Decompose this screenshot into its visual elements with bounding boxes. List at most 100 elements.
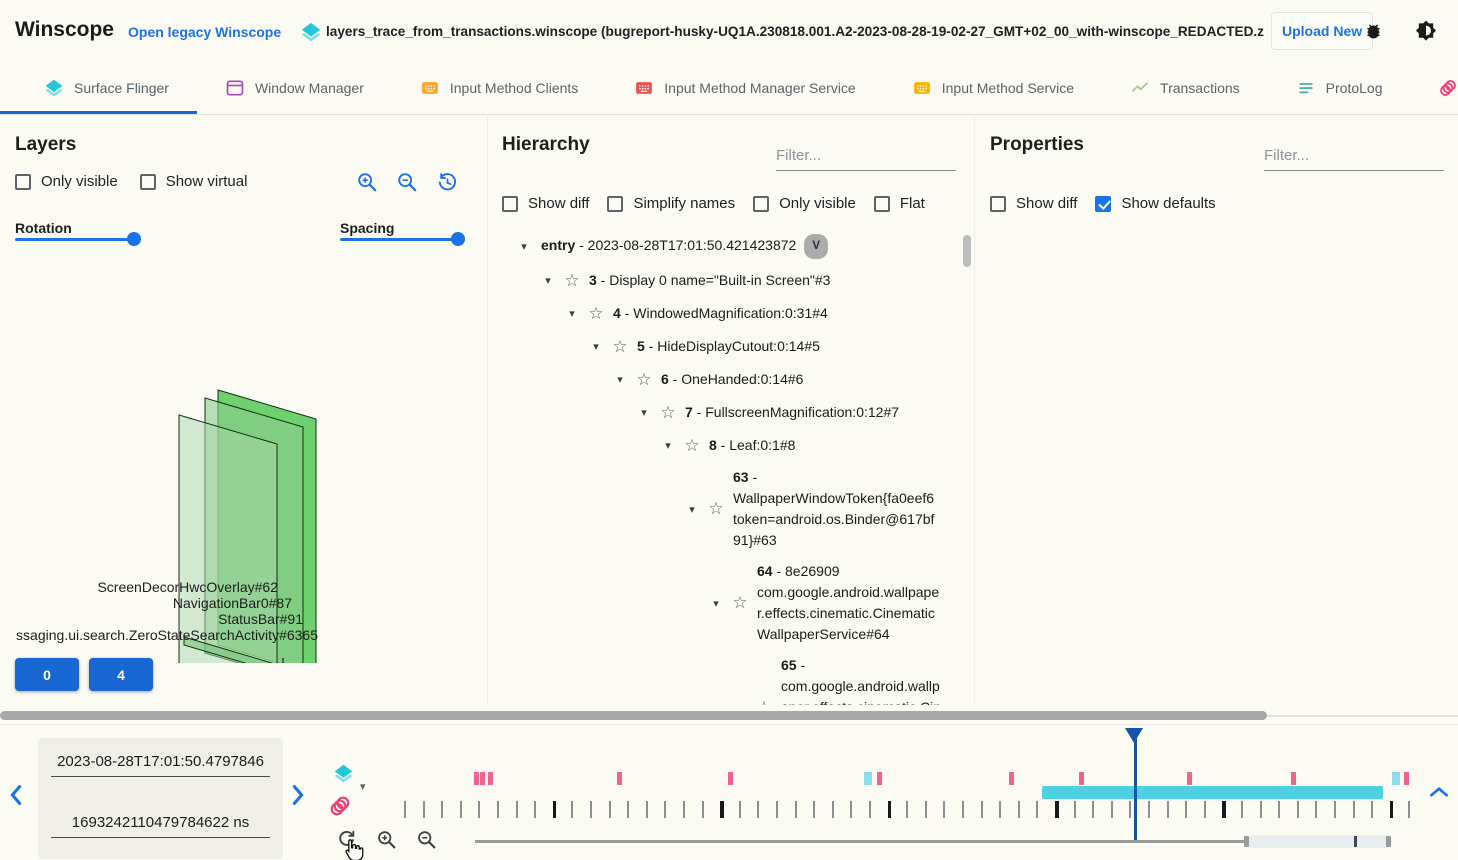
transaction-marker[interactable] xyxy=(877,772,882,785)
transaction-marker[interactable] xyxy=(1079,772,1084,785)
expand-arrow-icon[interactable]: ▾ xyxy=(569,308,575,320)
star-icon[interactable]: ☆ xyxy=(660,402,676,422)
checkbox-box[interactable] xyxy=(1095,195,1112,212)
transaction-marker[interactable] xyxy=(1404,772,1409,785)
tree-node-entry[interactable]: ▾ entry - 2023-08-28T17:01:50.421423872 V xyxy=(488,229,950,264)
reset-zoom-icon[interactable] xyxy=(436,171,459,199)
star-icon[interactable]: ☆ xyxy=(564,270,580,290)
star-icon[interactable]: ☆ xyxy=(684,435,700,455)
selected-range-bar[interactable] xyxy=(1042,786,1383,799)
transaction-marker[interactable] xyxy=(1291,772,1296,785)
trace-select-caret-icon[interactable]: ▾ xyxy=(360,781,366,793)
tab-input-method-clients[interactable]: Input Method Clients xyxy=(392,62,606,114)
expand-arrow-icon[interactable]: ▾ xyxy=(728,701,752,705)
tree-node-64[interactable]: ▾ ☆ 64 - 8e26909 com.google.android.wallpa… xyxy=(488,556,950,650)
hierarchy-scrollbar[interactable] xyxy=(963,235,971,267)
tree-node-7[interactable]: ▾ ☆ 7 - FullscreenMagnification:0:12#7 xyxy=(488,396,950,429)
checkbox-box[interactable] xyxy=(502,195,518,212)
transaction-marker[interactable] xyxy=(1187,772,1192,785)
transaction-marker[interactable] xyxy=(488,772,493,785)
transaction-marker[interactable] xyxy=(474,772,479,785)
bug-report-icon[interactable] xyxy=(1363,21,1384,47)
collapse-timeline-button[interactable] xyxy=(1428,785,1450,804)
tab-input-method-service[interactable]: Input Method Service xyxy=(884,62,1102,114)
layers-3d-view[interactable] xyxy=(0,263,487,663)
tab-transactions[interactable]: Transactions xyxy=(1102,62,1268,114)
playhead[interactable] xyxy=(1134,728,1137,840)
tree-node-5[interactable]: ▾ ☆ 5 - HideDisplayCutout:0:14#5 xyxy=(488,330,950,363)
range-slider-handle-left[interactable] xyxy=(1244,836,1249,847)
expand-arrow-icon[interactable]: ▾ xyxy=(641,407,647,419)
transition-marker[interactable] xyxy=(1392,772,1400,785)
horizontal-scroll-thumb[interactable] xyxy=(0,711,1267,720)
star-icon[interactable]: ☆ xyxy=(708,499,724,518)
dark-mode-toggle-icon[interactable] xyxy=(1414,19,1438,48)
transaction-marker[interactable] xyxy=(728,772,733,785)
tree-node-63[interactable]: ▾ ☆ 63 - WallpaperWindowToken{fa0eef6 toke… xyxy=(488,462,950,556)
checkbox-box[interactable] xyxy=(607,195,624,212)
expand-arrow-icon[interactable]: ▾ xyxy=(665,440,671,452)
range-slider-handle-right[interactable] xyxy=(1386,836,1391,847)
checkbox-box[interactable] xyxy=(139,173,156,190)
zoom-out-icon[interactable] xyxy=(396,171,418,199)
star-icon[interactable]: ☆ xyxy=(588,303,604,323)
tree-node-8[interactable]: ▾ ☆ 8 - Leaf:0:1#8 xyxy=(488,429,950,462)
playhead-handle[interactable] xyxy=(1125,728,1143,743)
checkbox-box[interactable] xyxy=(873,195,890,212)
expand-arrow-icon[interactable]: ▾ xyxy=(713,597,719,610)
checkbox-show-diff[interactable]: Show diff xyxy=(502,195,589,212)
display-select-button-4[interactable]: 4 xyxy=(89,658,153,691)
transaction-marker[interactable] xyxy=(480,772,485,785)
expand-arrow-icon[interactable]: ▾ xyxy=(545,275,551,287)
checkbox-show-defaults[interactable]: Show defaults xyxy=(1095,195,1216,212)
checkbox-show-diff[interactable]: Show diff xyxy=(990,195,1077,212)
surface-flinger-trace-icon[interactable] xyxy=(333,763,354,789)
checkbox-flat[interactable]: Flat xyxy=(873,195,925,212)
tree-node-6[interactable]: ▾ ☆ 6 - OneHanded:0:14#6 xyxy=(488,363,950,396)
tab-window-manager[interactable]: Window Manager xyxy=(197,62,392,114)
tab-transitions[interactable]: Transitions xyxy=(1410,62,1458,114)
display-select-button-0[interactable]: 0 xyxy=(15,658,79,691)
open-legacy-link[interactable]: Open legacy Winscope xyxy=(128,24,282,40)
properties-filter-input[interactable] xyxy=(1264,143,1444,171)
tree-node-65[interactable]: ▾☆ 65 - com.google.android.wallpaper.effe… xyxy=(488,650,950,705)
transitions-trace-icon[interactable] xyxy=(328,793,352,824)
tab-protolog[interactable]: ProtoLog xyxy=(1268,62,1411,114)
refresh-icon[interactable] xyxy=(336,829,357,855)
checkbox-box[interactable] xyxy=(990,195,1006,212)
star-icon[interactable]: ☆ xyxy=(612,336,628,356)
star-icon[interactable]: ☆ xyxy=(732,593,748,612)
transition-marker[interactable] xyxy=(864,772,872,785)
timestamp-human-input[interactable] xyxy=(51,753,270,777)
star-icon[interactable]: ☆ xyxy=(636,369,652,389)
tree-node-3[interactable]: ▾ ☆ 3 - Display 0 name="Built-in Screen"#3 xyxy=(488,264,950,297)
spacing-slider[interactable] xyxy=(340,232,465,246)
range-slider-track[interactable] xyxy=(475,840,1247,843)
next-entry-button[interactable] xyxy=(290,783,306,812)
expand-arrow-icon[interactable]: ▾ xyxy=(617,374,623,386)
hierarchy-filter-input[interactable] xyxy=(776,143,956,171)
checkbox-only-visible[interactable]: Only visible xyxy=(753,195,856,212)
upload-new-button[interactable]: Upload New xyxy=(1271,12,1374,50)
expand-arrow-icon[interactable]: ▾ xyxy=(521,241,527,253)
checkbox-box[interactable] xyxy=(753,195,770,212)
tab-surface-flinger[interactable]: Surface Flinger xyxy=(0,62,197,114)
timeline-zoom-in-icon[interactable] xyxy=(376,829,397,855)
tab-input-method-manager-service[interactable]: Input Method Manager Service xyxy=(606,62,883,114)
transaction-marker[interactable] xyxy=(617,772,622,785)
checkbox-box[interactable] xyxy=(15,173,31,190)
checkbox-only-visible[interactable]: Only visible xyxy=(15,173,118,190)
tree-node-4[interactable]: ▾ ☆ 4 - WindowedMagnification:0:31#4 xyxy=(488,297,950,330)
prev-entry-button[interactable] xyxy=(8,783,24,812)
expand-arrow-icon[interactable]: ▾ xyxy=(689,503,695,516)
timeline-zoom-out-icon[interactable] xyxy=(416,829,437,855)
checkbox-show-virtual[interactable]: Show virtual xyxy=(139,173,247,190)
checkbox-simplify-names[interactable]: Simplify names xyxy=(607,195,735,212)
zoom-in-icon[interactable] xyxy=(356,171,378,199)
expand-arrow-icon[interactable]: ▾ xyxy=(593,341,599,353)
timestamp-ns-input[interactable] xyxy=(51,814,270,838)
star-icon[interactable]: ☆ xyxy=(752,698,776,706)
range-slider-thumb[interactable] xyxy=(1247,835,1392,848)
transaction-marker[interactable] xyxy=(1009,772,1014,785)
rotation-slider[interactable] xyxy=(15,232,141,246)
